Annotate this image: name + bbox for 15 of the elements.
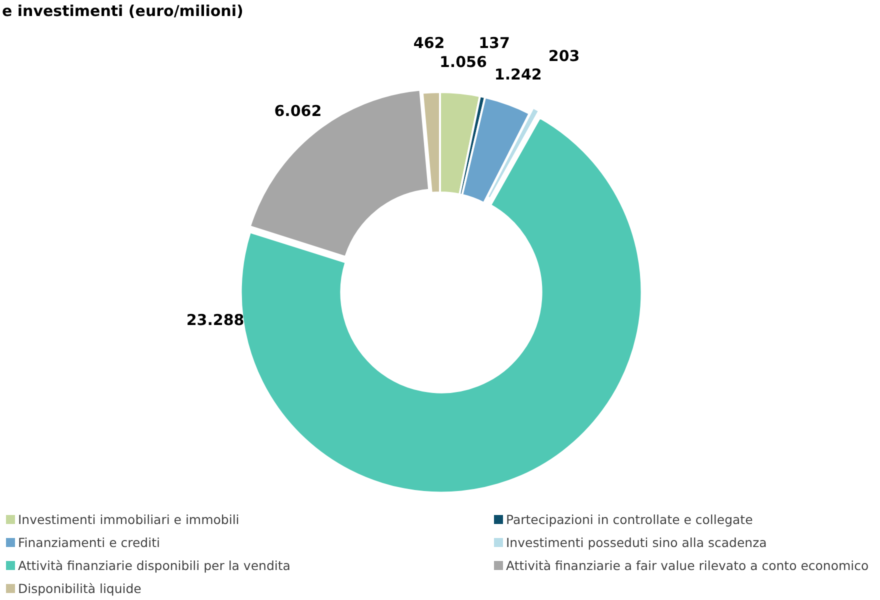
data-label: 462 bbox=[413, 34, 445, 52]
legend-label: Investimenti posseduti sino alla scadenza bbox=[506, 535, 767, 550]
data-label: 203 bbox=[548, 46, 580, 65]
legend-label: Finanziamenti e crediti bbox=[18, 535, 160, 550]
data-label: 23.288 bbox=[186, 311, 244, 330]
legend-label: Attività finanziarie disponibili per la vendita bbox=[18, 558, 290, 573]
legend-label: Disponibilità liquide bbox=[18, 581, 142, 596]
data-label: 137 bbox=[478, 34, 510, 52]
data-label: 1.056 bbox=[439, 53, 487, 72]
data-label: 1.242 bbox=[494, 66, 542, 84]
chart-title: e investimenti (euro/milioni) bbox=[2, 2, 244, 20]
legend-label: Attività finanziarie a fair value rilevato a conto economico bbox=[506, 558, 869, 573]
data-label: 6.062 bbox=[274, 102, 322, 120]
legend-label: Investimenti immobiliari e immobili bbox=[18, 512, 240, 527]
legend-label: Partecipazioni in controllate e collegate bbox=[506, 512, 753, 527]
